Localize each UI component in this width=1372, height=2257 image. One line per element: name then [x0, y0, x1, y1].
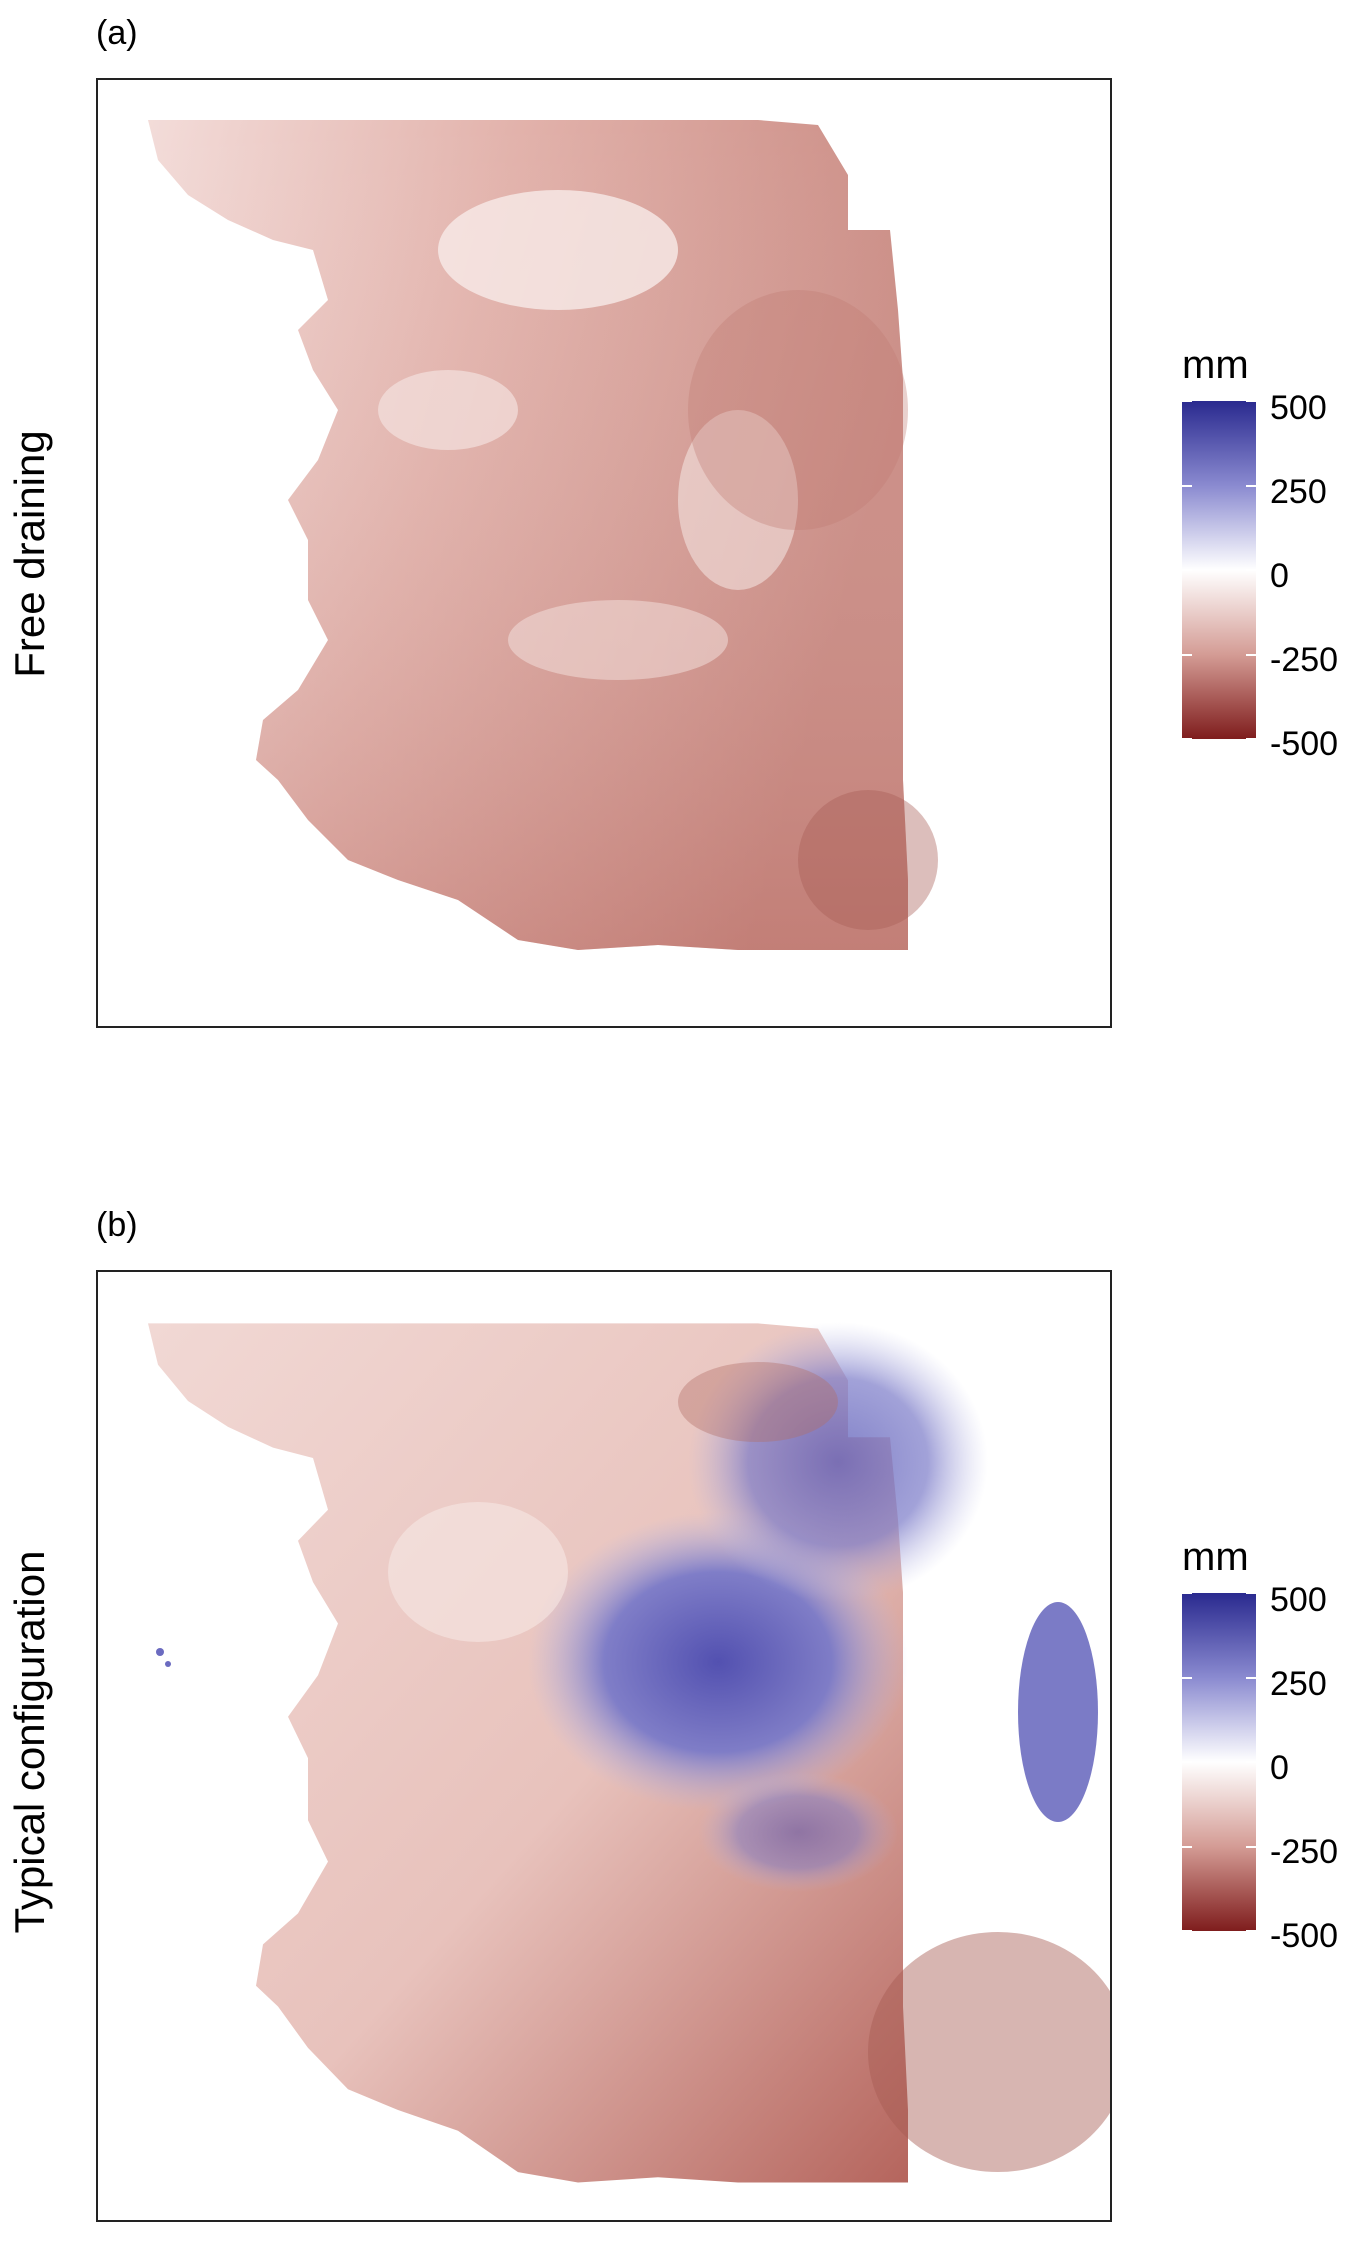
tick-label-b-0: 0 — [1270, 1749, 1289, 1787]
colorbar-tick — [1246, 1930, 1256, 1932]
tick-label-a-500: 500 — [1270, 389, 1327, 427]
map-frame-b — [96, 1270, 1112, 2222]
tick-label-b-neg500: -500 — [1270, 1917, 1339, 1955]
tick-label-a-250: 250 — [1270, 473, 1327, 511]
tick-label-b-neg250: -250 — [1270, 1833, 1339, 1871]
colorbar-b — [1182, 1593, 1256, 1931]
colorbar-tick — [1246, 1845, 1256, 1848]
tick-label-b-250: 250 — [1270, 1665, 1327, 1703]
row-title-typical-configuration: Typical configuration — [6, 1550, 53, 1934]
colorbar-tick — [1182, 569, 1192, 571]
colorbar-tick — [1246, 569, 1256, 571]
tick-label-a-neg500: -500 — [1270, 725, 1339, 763]
colorbar-tick — [1182, 1761, 1192, 1763]
legend-b: mm 500 250 0 -250 -500 — [1182, 1535, 1372, 1957]
colorbar-tick — [1182, 1676, 1192, 1679]
legend-a: mm 500 250 0 -250 -500 — [1182, 343, 1372, 765]
map-a — [148, 120, 938, 950]
colorbar-tick — [1246, 484, 1256, 487]
panel-label-a: (a) — [96, 14, 138, 52]
colorbar-tick — [1182, 1592, 1192, 1594]
panel-label-b: (b) — [96, 1206, 138, 1244]
colorbar-tick — [1182, 653, 1192, 656]
legend-title-a: mm — [1182, 343, 1249, 387]
colorbar-tick — [1182, 1845, 1192, 1848]
colorbar-tick — [1246, 1676, 1256, 1679]
colorbar-a — [1182, 401, 1256, 739]
colorbar-tick — [1246, 1761, 1256, 1763]
colorbar-tick — [1182, 484, 1192, 487]
tick-label-a-0: 0 — [1270, 557, 1289, 595]
colorbar-tick — [1182, 738, 1192, 740]
colorbar-tick — [1246, 653, 1256, 656]
legend-title-b: mm — [1182, 1535, 1249, 1579]
tick-label-a-neg250: -250 — [1270, 641, 1339, 679]
tick-label-b-500: 500 — [1270, 1581, 1327, 1619]
map-frame-a — [96, 78, 1112, 1028]
colorbar-tick — [1182, 400, 1192, 402]
row-title-free-draining: Free draining — [6, 430, 53, 678]
colorbar-tick — [1182, 1930, 1192, 1932]
colorbar-tick — [1246, 1592, 1256, 1594]
colorbar-tick — [1246, 738, 1256, 740]
colorbar-tick — [1246, 400, 1256, 402]
map-b — [148, 1322, 1110, 2183]
